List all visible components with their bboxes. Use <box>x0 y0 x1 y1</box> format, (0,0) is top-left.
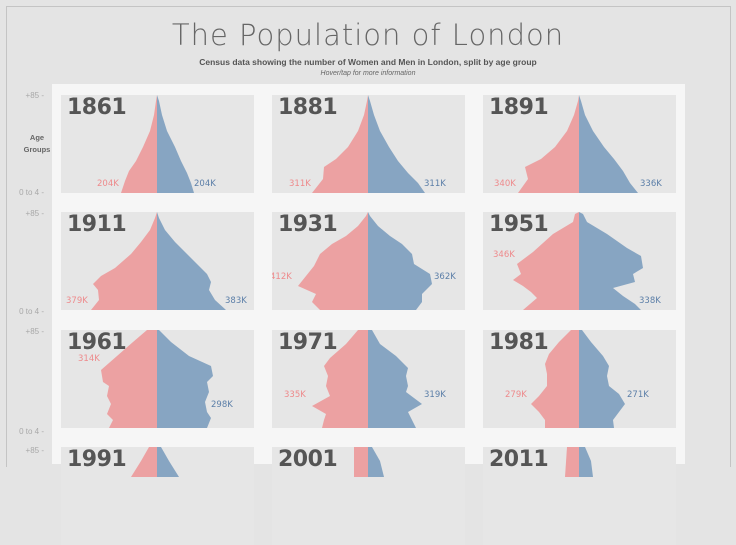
panel-year: 1971 <box>278 330 338 355</box>
panel-year: 2011 <box>489 447 549 472</box>
panel-year: 1961 <box>67 330 127 355</box>
panel-year: 1991 <box>67 447 127 472</box>
panel-year: 1951 <box>489 212 549 237</box>
axis-title: Age Groups <box>23 133 51 154</box>
pyramid-1951[interactable]: 1951 346K 338K <box>483 212 676 310</box>
men-total-label: 338K <box>639 296 661 306</box>
women-total-label: 412K <box>272 272 292 282</box>
chart-area: 1861 204K 204K 1881 311K 311K 1891 340K … <box>52 84 685 545</box>
axis-top-label-row4: +85 - <box>25 446 44 455</box>
women-total-label: 204K <box>97 179 119 189</box>
men-total-label: 336K <box>640 179 662 189</box>
hover-hint: Hover/tap for more information <box>320 70 416 77</box>
panel-year: 1981 <box>489 330 549 355</box>
women-total-label: 279K <box>505 390 527 400</box>
panel-year: 1861 <box>67 95 127 120</box>
men-total-label: 362K <box>434 272 456 282</box>
panel-year: 1881 <box>278 95 338 120</box>
page-subtitle: Census data showing the number of Women … <box>199 57 537 67</box>
men-total-label: 383K <box>225 296 247 306</box>
women-total-label: 340K <box>494 179 516 189</box>
women-total-label: 335K <box>284 390 306 400</box>
men-total-label: 298K <box>211 400 233 410</box>
pyramid-1981[interactable]: 1981 279K 271K <box>483 330 676 428</box>
women-total-label: 311K <box>289 179 311 189</box>
panel-year: 1931 <box>278 212 338 237</box>
panel-year: 1911 <box>67 212 127 237</box>
axis-bottom-label-row2: 0 to 4 - <box>19 307 44 316</box>
pyramid-1891[interactable]: 1891 340K 336K <box>483 95 676 193</box>
women-total-label: 314K <box>78 354 100 364</box>
pyramid-1911[interactable]: 1911 379K 383K <box>61 212 254 310</box>
men-total-label: 204K <box>194 179 216 189</box>
axis-top-label-row1: +85 - <box>25 91 44 100</box>
panel-year: 2001 <box>278 447 338 472</box>
page-title: The Population of London <box>171 18 565 52</box>
pyramid-1861[interactable]: 1861 204K 204K <box>61 95 254 193</box>
men-total-label: 311K <box>424 179 446 189</box>
pyramid-1991[interactable]: 1991 <box>61 447 254 545</box>
men-total-label: 319K <box>424 390 446 400</box>
panel-year: 1891 <box>489 95 549 120</box>
pyramid-2001[interactable]: 2001 <box>272 447 465 545</box>
axis-top-label-row3: +85 - <box>25 327 44 336</box>
women-total-label: 346K <box>493 250 515 260</box>
women-total-label: 379K <box>66 296 88 306</box>
axis-bottom-label-row3: 0 to 4 - <box>19 427 44 436</box>
pyramid-1971[interactable]: 1971 335K 319K <box>272 330 465 428</box>
pyramid-1881[interactable]: 1881 311K 311K <box>272 95 465 193</box>
pyramid-1931[interactable]: 1931 412K 362K <box>272 212 465 310</box>
axis-top-label-row2: +85 - <box>25 209 44 218</box>
axis-bottom-label-row1: 0 to 4 - <box>19 188 44 197</box>
men-total-label: 271K <box>627 390 649 400</box>
pyramid-2011[interactable]: 2011 <box>483 447 676 545</box>
pyramid-1961[interactable]: 1961 314K 298K <box>61 330 254 428</box>
